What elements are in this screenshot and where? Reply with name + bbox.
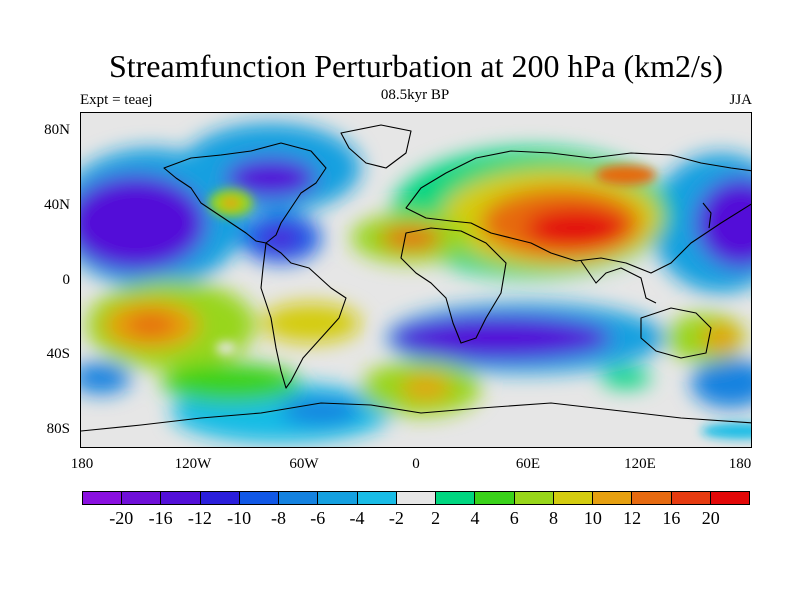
colorbar-swatch xyxy=(357,492,397,504)
colorbar-tick-label: 4 xyxy=(470,508,480,528)
x-tick-label: 120W xyxy=(174,456,212,472)
y-tick-label: 0 xyxy=(62,272,71,288)
colorbar-tick-label: -10 xyxy=(227,508,252,528)
x-tick-label: 180 xyxy=(728,456,752,472)
colorbar-tick-label: -8 xyxy=(270,508,286,528)
x-tick-label: 180 xyxy=(70,456,94,472)
map-plot-area xyxy=(80,112,752,448)
colorbar-swatch xyxy=(83,492,123,504)
colorbar-swatch xyxy=(239,492,280,504)
x-tick-label: 60W xyxy=(289,456,319,472)
y-tick-label: 80N xyxy=(44,122,70,138)
colorbar-swatch xyxy=(161,492,201,504)
colorbar-tick-label: 2 xyxy=(431,508,441,528)
colorbar-tick-label: 6 xyxy=(509,508,519,528)
colorbar-tick-label: -2 xyxy=(388,508,404,528)
colorbar xyxy=(82,491,750,505)
x-tick-label: 0 xyxy=(412,456,420,472)
x-tick-label: 120E xyxy=(624,456,656,472)
experiment-label: Expt = teaej xyxy=(80,92,153,108)
colorbar-tick-label: 16 xyxy=(662,508,681,528)
colorbar-swatch xyxy=(200,492,240,504)
colorbar-tick-label: 12 xyxy=(623,508,642,528)
colorbar-tick-label: 20 xyxy=(701,508,720,528)
colorbar-swatch xyxy=(475,492,515,504)
colorbar-tick-label: -16 xyxy=(148,508,173,528)
colorbar-swatch xyxy=(632,492,672,504)
colorbar-swatch xyxy=(279,492,319,504)
season-label: JJA xyxy=(729,92,752,108)
colorbar-swatch xyxy=(122,492,162,504)
colorbar-swatch xyxy=(514,492,554,504)
colorbar-swatch xyxy=(396,492,437,504)
colorbar-swatch xyxy=(436,492,476,504)
chart-title: Streamfunction Perturbation at 200 hPa (… xyxy=(108,48,724,84)
colorbar-tick-label: 8 xyxy=(549,508,559,528)
colorbar-swatch xyxy=(318,492,358,504)
y-tick-label: 40S xyxy=(46,346,70,362)
colorbar-tick-label: -20 xyxy=(109,508,134,528)
colorbar-tick-label: 10 xyxy=(583,508,602,528)
colorbar-swatch xyxy=(593,492,633,504)
coastlines xyxy=(81,124,751,432)
colorbar-swatch xyxy=(710,492,749,504)
y-tick-label: 80S xyxy=(46,421,70,437)
colorbar-tick-label: -12 xyxy=(187,508,212,528)
x-tick-label: 60E xyxy=(515,456,541,472)
colorbar-swatch xyxy=(553,492,594,504)
y-tick-label: 40N xyxy=(44,197,70,213)
colorbar-swatch xyxy=(671,492,711,504)
colorbar-tick-label: -6 xyxy=(310,508,326,528)
streamfunction-map xyxy=(81,113,751,447)
period-label: 08.5kyr BP xyxy=(380,87,450,103)
colorbar-tick-label: -4 xyxy=(349,508,365,528)
